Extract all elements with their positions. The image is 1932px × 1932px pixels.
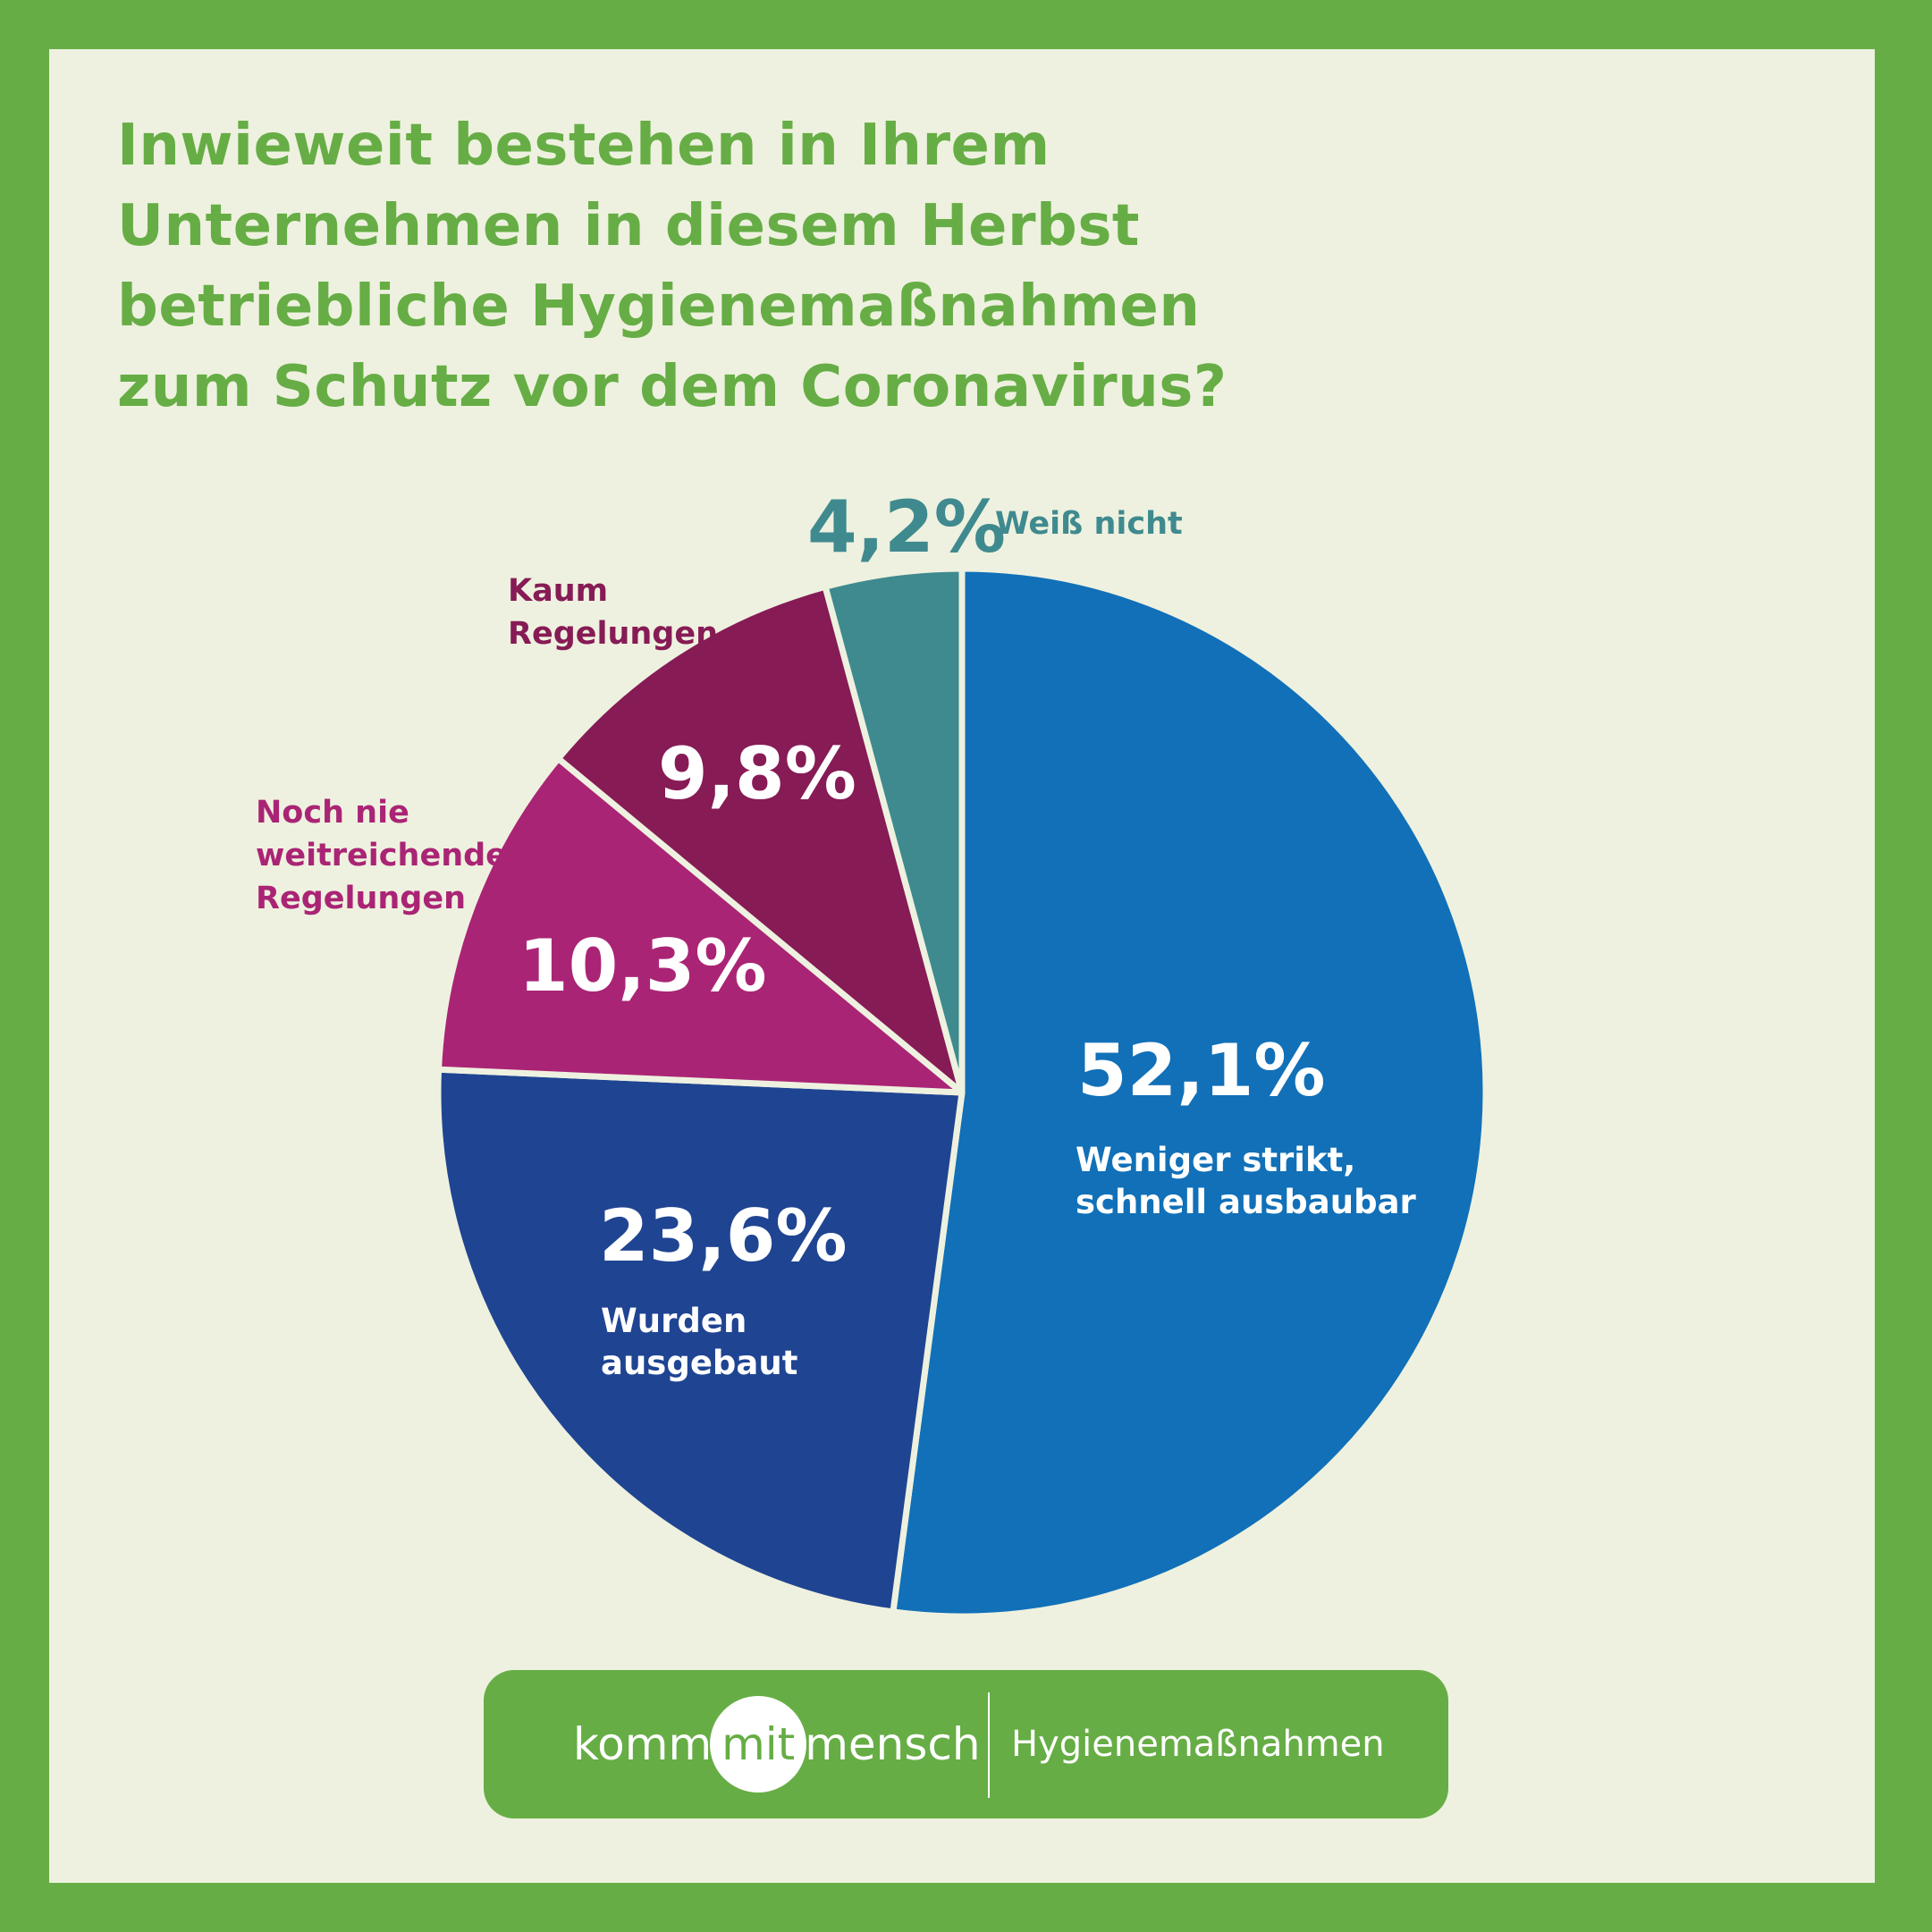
chart-title-line: Inwieweit bestehen in Ihrem [117, 113, 1050, 179]
pie-slice-noch-nie [435, 755, 966, 1096]
footer-topic: Hygienemaßnahmen [1011, 1724, 1385, 1765]
value-label-kaum: 9,8% [658, 732, 856, 815]
chart-title: Inwieweit bestehen in Ihrem Unternehmen i… [117, 105, 1279, 427]
category-label-weiss-nicht: Weiß nicht [995, 506, 1183, 542]
footer-divider [988, 1692, 990, 1798]
category-label-kaum: Regelungen [508, 616, 718, 652]
category-label-noch-nie: Noch nie [256, 795, 409, 831]
category-label-kaum: Kaum [508, 573, 608, 609]
category-label-noch-nie: weitreichende [256, 838, 507, 873]
category-label-ausgebaut: ausgebaut [601, 1344, 797, 1382]
category-label-weniger-strikt: Weniger strikt, [1076, 1141, 1355, 1179]
pie-slice-ausgebaut [434, 1066, 966, 1616]
brand-logo[interactable]: komm mit mensch [573, 1670, 981, 1818]
pie-slice-weiss-nicht [822, 565, 966, 1096]
brand-mid-circle: mit [710, 1696, 807, 1793]
category-label-weniger-strikt: schnell ausbaubar [1076, 1183, 1417, 1221]
value-label-weniger-strikt: 52,1% [1077, 1029, 1326, 1112]
chart-title-line: Unternehmen in diesem Herbst [117, 193, 1140, 259]
brand-right: mensch [805, 1718, 981, 1770]
category-label-noch-nie: Regelungen [256, 881, 466, 916]
pie-slice-weniger-strikt [890, 565, 1489, 1620]
value-label-ausgebaut: 23,6% [599, 1194, 848, 1278]
pie-slice-kaum [554, 583, 966, 1096]
category-label-ausgebaut: Wurden [601, 1302, 747, 1340]
footer-bar: komm mit mensch Hygienemaßnahmen [484, 1670, 1448, 1818]
value-label-noch-nie: 10,3% [519, 924, 767, 1008]
chart-title-line: betriebliche Hygienemaßnahmen [117, 274, 1201, 340]
brand-left: komm [573, 1718, 713, 1770]
chart-title-line: zum Schutz vor dem Coronavirus? [117, 354, 1228, 420]
value-label-weiss-nicht: 4,2% [807, 485, 1006, 569]
